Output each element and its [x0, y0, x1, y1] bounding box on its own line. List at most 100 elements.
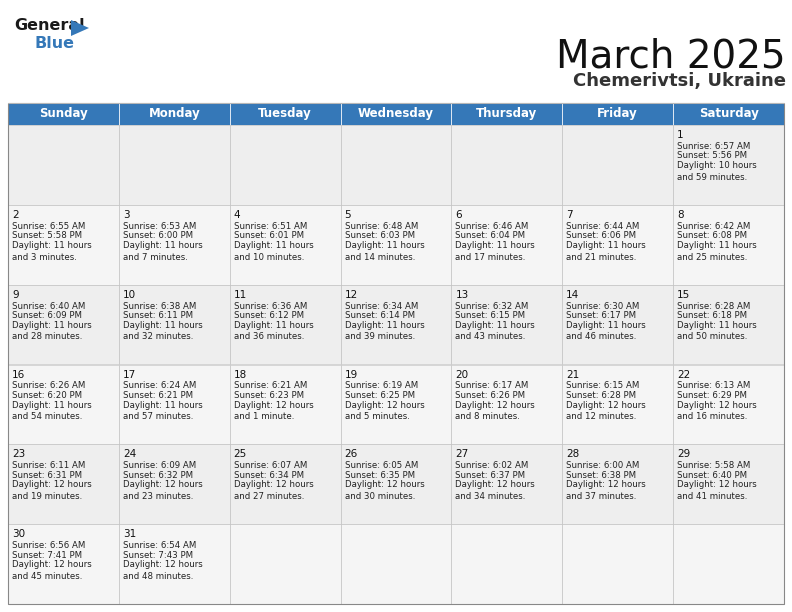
Text: Daylight: 11 hours
and 46 minutes.: Daylight: 11 hours and 46 minutes.	[566, 321, 646, 341]
Text: Sunrise: 6:32 AM: Sunrise: 6:32 AM	[455, 302, 529, 311]
Bar	[451, 205, 562, 285]
Text: Sunset: 6:28 PM: Sunset: 6:28 PM	[566, 391, 637, 400]
Text: Sunset: 7:43 PM: Sunset: 7:43 PM	[123, 551, 193, 559]
Text: Sunset: 6:18 PM: Sunset: 6:18 PM	[677, 311, 748, 320]
Text: 29: 29	[677, 449, 691, 460]
Text: Sunset: 6:01 PM: Sunset: 6:01 PM	[234, 231, 304, 241]
Text: Daylight: 12 hours
and 16 minutes.: Daylight: 12 hours and 16 minutes.	[677, 400, 757, 421]
Bar	[230, 103, 341, 125]
Text: Sunset: 6:12 PM: Sunset: 6:12 PM	[234, 311, 304, 320]
Bar	[562, 205, 673, 285]
Text: Sunset: 7:41 PM: Sunset: 7:41 PM	[12, 551, 82, 559]
Text: Sunrise: 5:58 AM: Sunrise: 5:58 AM	[677, 461, 751, 471]
Bar	[451, 524, 562, 604]
Bar	[119, 125, 230, 205]
Text: Daylight: 12 hours
and 1 minute.: Daylight: 12 hours and 1 minute.	[234, 400, 314, 421]
Text: Sunrise: 6:24 AM: Sunrise: 6:24 AM	[123, 381, 196, 390]
Bar	[451, 444, 562, 524]
Text: Daylight: 11 hours
and 54 minutes.: Daylight: 11 hours and 54 minutes.	[12, 400, 92, 421]
Text: Sunrise: 6:42 AM: Sunrise: 6:42 AM	[677, 222, 751, 231]
Text: 31: 31	[123, 529, 136, 539]
Text: Sunrise: 6:11 AM: Sunrise: 6:11 AM	[12, 461, 86, 471]
Text: 3: 3	[123, 210, 129, 220]
Text: Daylight: 11 hours
and 10 minutes.: Daylight: 11 hours and 10 minutes.	[234, 241, 314, 262]
Text: Daylight: 12 hours
and 41 minutes.: Daylight: 12 hours and 41 minutes.	[677, 480, 757, 501]
Text: Sunset: 6:08 PM: Sunset: 6:08 PM	[677, 231, 748, 241]
Bar	[119, 524, 230, 604]
Text: Sunrise: 6:57 AM: Sunrise: 6:57 AM	[677, 142, 751, 151]
Text: Sunset: 6:40 PM: Sunset: 6:40 PM	[677, 471, 748, 480]
Text: Sunrise: 6:02 AM: Sunrise: 6:02 AM	[455, 461, 529, 471]
Text: Sunrise: 6:15 AM: Sunrise: 6:15 AM	[566, 381, 640, 390]
Bar	[230, 205, 341, 285]
Text: Daylight: 10 hours
and 59 minutes.: Daylight: 10 hours and 59 minutes.	[677, 161, 757, 182]
Text: Daylight: 11 hours
and 50 minutes.: Daylight: 11 hours and 50 minutes.	[677, 321, 757, 341]
Bar	[341, 285, 451, 365]
Text: Sunrise: 6:34 AM: Sunrise: 6:34 AM	[345, 302, 418, 311]
Text: Daylight: 12 hours
and 45 minutes.: Daylight: 12 hours and 45 minutes.	[12, 560, 92, 581]
Text: Daylight: 11 hours
and 25 minutes.: Daylight: 11 hours and 25 minutes.	[677, 241, 757, 262]
Text: Sunrise: 6:36 AM: Sunrise: 6:36 AM	[234, 302, 307, 311]
Text: Daylight: 12 hours
and 48 minutes.: Daylight: 12 hours and 48 minutes.	[123, 560, 203, 581]
Text: 5: 5	[345, 210, 351, 220]
Text: Monday: Monday	[148, 108, 200, 121]
Bar	[451, 285, 562, 365]
Text: Sunrise: 6:56 AM: Sunrise: 6:56 AM	[12, 541, 86, 550]
Bar	[673, 285, 784, 365]
Text: Daylight: 11 hours
and 17 minutes.: Daylight: 11 hours and 17 minutes.	[455, 241, 535, 262]
Bar	[451, 103, 562, 125]
Text: 25: 25	[234, 449, 247, 460]
Text: Sunset: 6:21 PM: Sunset: 6:21 PM	[123, 391, 193, 400]
Bar	[8, 103, 119, 125]
Text: Sunrise: 6:19 AM: Sunrise: 6:19 AM	[345, 381, 418, 390]
Text: March 2025: March 2025	[556, 38, 786, 76]
Bar	[562, 444, 673, 524]
Bar	[673, 524, 784, 604]
Bar	[230, 524, 341, 604]
Bar	[8, 205, 119, 285]
Text: Sunset: 6:29 PM: Sunset: 6:29 PM	[677, 391, 747, 400]
Text: 4: 4	[234, 210, 240, 220]
Text: Sunset: 6:25 PM: Sunset: 6:25 PM	[345, 391, 415, 400]
Text: Sunrise: 6:54 AM: Sunrise: 6:54 AM	[123, 541, 196, 550]
Text: Sunset: 6:09 PM: Sunset: 6:09 PM	[12, 311, 82, 320]
Text: Sunset: 6:04 PM: Sunset: 6:04 PM	[455, 231, 526, 241]
Text: Daylight: 11 hours
and 21 minutes.: Daylight: 11 hours and 21 minutes.	[566, 241, 646, 262]
Bar	[673, 103, 784, 125]
Bar	[230, 285, 341, 365]
Text: Sunrise: 6:44 AM: Sunrise: 6:44 AM	[566, 222, 640, 231]
Text: Daylight: 11 hours
and 14 minutes.: Daylight: 11 hours and 14 minutes.	[345, 241, 425, 262]
Text: Sunset: 6:23 PM: Sunset: 6:23 PM	[234, 391, 304, 400]
Text: Daylight: 12 hours
and 23 minutes.: Daylight: 12 hours and 23 minutes.	[123, 480, 203, 501]
Text: Sunrise: 6:53 AM: Sunrise: 6:53 AM	[123, 222, 196, 231]
Text: 18: 18	[234, 370, 247, 379]
Bar	[8, 285, 119, 365]
Text: Sunset: 6:32 PM: Sunset: 6:32 PM	[123, 471, 193, 480]
Text: 24: 24	[123, 449, 136, 460]
Text: General: General	[14, 18, 85, 33]
Text: Tuesday: Tuesday	[258, 108, 312, 121]
Text: Sunset: 5:58 PM: Sunset: 5:58 PM	[12, 231, 82, 241]
Text: Daylight: 12 hours
and 8 minutes.: Daylight: 12 hours and 8 minutes.	[455, 400, 535, 421]
Text: Daylight: 11 hours
and 36 minutes.: Daylight: 11 hours and 36 minutes.	[234, 321, 314, 341]
Bar	[8, 524, 119, 604]
Bar	[341, 444, 451, 524]
Bar	[673, 125, 784, 205]
Bar	[8, 444, 119, 524]
Text: Sunrise: 6:21 AM: Sunrise: 6:21 AM	[234, 381, 307, 390]
Text: Sunrise: 6:46 AM: Sunrise: 6:46 AM	[455, 222, 529, 231]
Text: Sunset: 6:00 PM: Sunset: 6:00 PM	[123, 231, 193, 241]
Text: Sunday: Sunday	[39, 108, 88, 121]
Text: Sunrise: 6:05 AM: Sunrise: 6:05 AM	[345, 461, 418, 471]
Bar	[119, 205, 230, 285]
Text: 1: 1	[677, 130, 683, 140]
Text: Daylight: 11 hours
and 3 minutes.: Daylight: 11 hours and 3 minutes.	[12, 241, 92, 262]
Text: Sunset: 6:17 PM: Sunset: 6:17 PM	[566, 311, 637, 320]
Text: Sunrise: 6:00 AM: Sunrise: 6:00 AM	[566, 461, 640, 471]
Text: Sunset: 6:14 PM: Sunset: 6:14 PM	[345, 311, 415, 320]
Text: Daylight: 11 hours
and 7 minutes.: Daylight: 11 hours and 7 minutes.	[123, 241, 203, 262]
Text: 13: 13	[455, 289, 469, 300]
Bar	[341, 365, 451, 444]
Text: 17: 17	[123, 370, 136, 379]
Bar	[562, 524, 673, 604]
